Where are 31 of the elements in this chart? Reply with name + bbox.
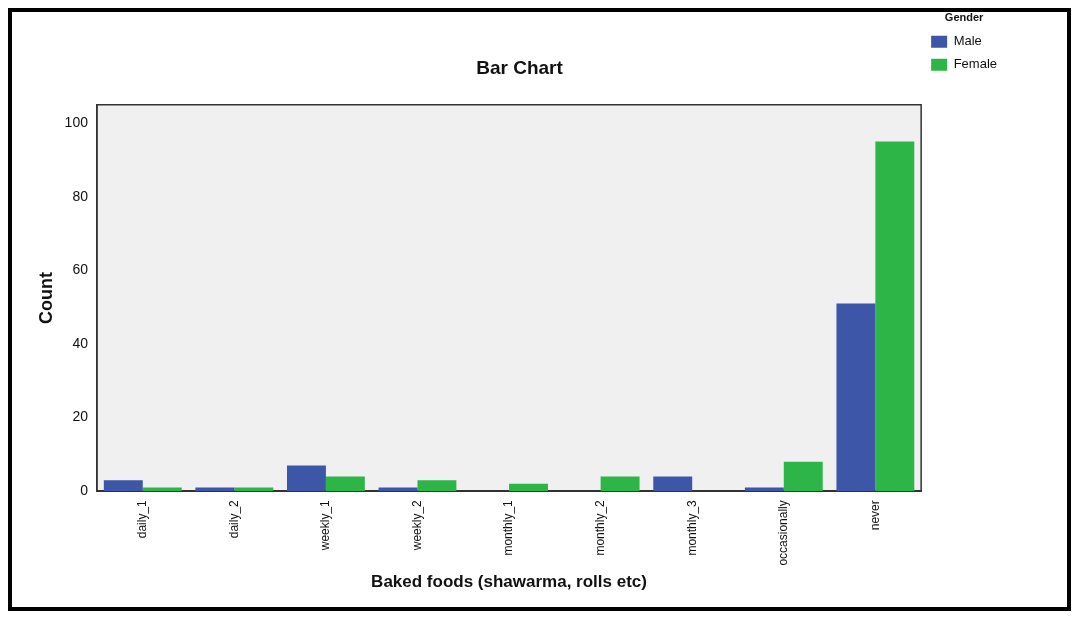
legend-label: Male [953,33,982,49]
bar [600,476,640,492]
x-tick-label: occasionally [776,500,791,566]
y-axis-title: Count [35,272,56,325]
x-tick-label: daily_1 [135,499,150,539]
x-tick-label: weekly_2 [409,499,424,552]
x-tick-label: weekly_1 [318,499,333,552]
bar [417,480,457,492]
x-tick-label: daily_2 [226,499,241,539]
y-tick-label: 20 [72,408,89,425]
legend-label: Female [953,56,998,72]
y-tick-label: 0 [80,482,89,499]
legend-title: Gender [944,10,985,23]
x-axis-title: Baked foods (shawarma, rolls etc) [371,572,647,592]
y-tick-label: 100 [64,114,89,131]
bar [836,303,876,492]
x-tick-label: monthly_1 [501,499,516,556]
bar [653,476,693,492]
bar [783,461,823,492]
x-tick-label: monthly_2 [592,499,607,556]
chart-title: Bar Chart [476,56,564,78]
bar [509,483,548,492]
x-tick-label: never [867,500,882,531]
y-tick-label: 40 [72,334,89,351]
y-tick-label: 80 [72,187,89,204]
y-tick-label: 60 [72,261,89,278]
bar [286,465,326,492]
bar [875,141,915,492]
bar [325,476,365,492]
bar [103,480,143,492]
x-tick-label: monthly_3 [684,499,699,556]
